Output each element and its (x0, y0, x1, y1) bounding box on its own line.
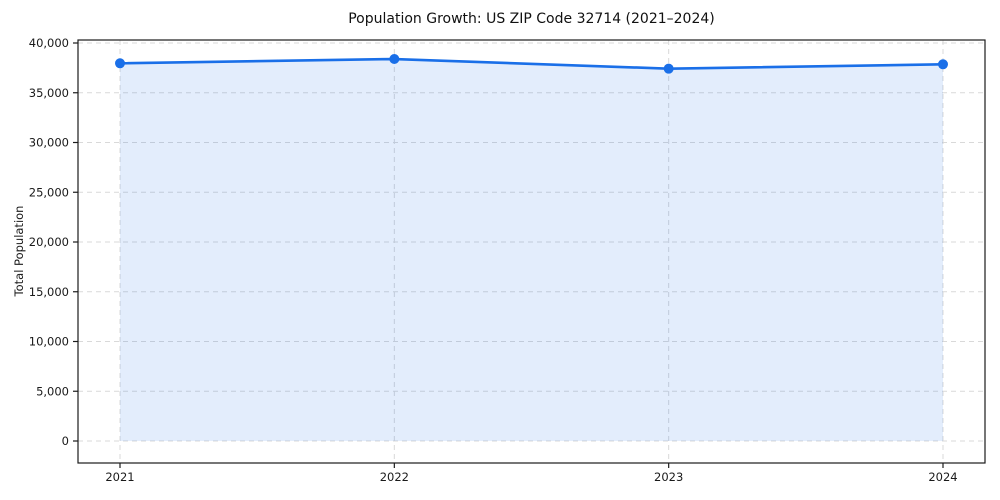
data-point-2023 (663, 63, 674, 74)
y-tick-label: 30,000 (29, 136, 69, 150)
x-tick-label: 2024 (928, 470, 957, 484)
y-tick-label: 40,000 (29, 36, 69, 50)
y-tick-label: 15,000 (29, 285, 69, 299)
area-fill (120, 59, 943, 441)
y-tick-label: 10,000 (29, 335, 69, 349)
data-line (118, 57, 945, 70)
data-point-2024 (938, 59, 948, 70)
data-point-2021 (115, 58, 125, 69)
x-tick-label: 2022 (380, 470, 409, 484)
y-tick-label: 0 (62, 434, 69, 448)
chart-title: Population Growth: US ZIP Code 32714 (20… (348, 11, 715, 27)
x-tick-label: 2021 (105, 470, 134, 484)
y-tick-label: 35,000 (29, 86, 69, 100)
y-tick-label: 20,000 (29, 235, 69, 249)
plot-border (77, 39, 986, 464)
x-tick-label: 2023 (654, 470, 683, 484)
y-tick-label: 5,000 (36, 384, 69, 398)
data-point-2022 (389, 54, 400, 65)
y-tick-label: 25,000 (29, 185, 69, 199)
